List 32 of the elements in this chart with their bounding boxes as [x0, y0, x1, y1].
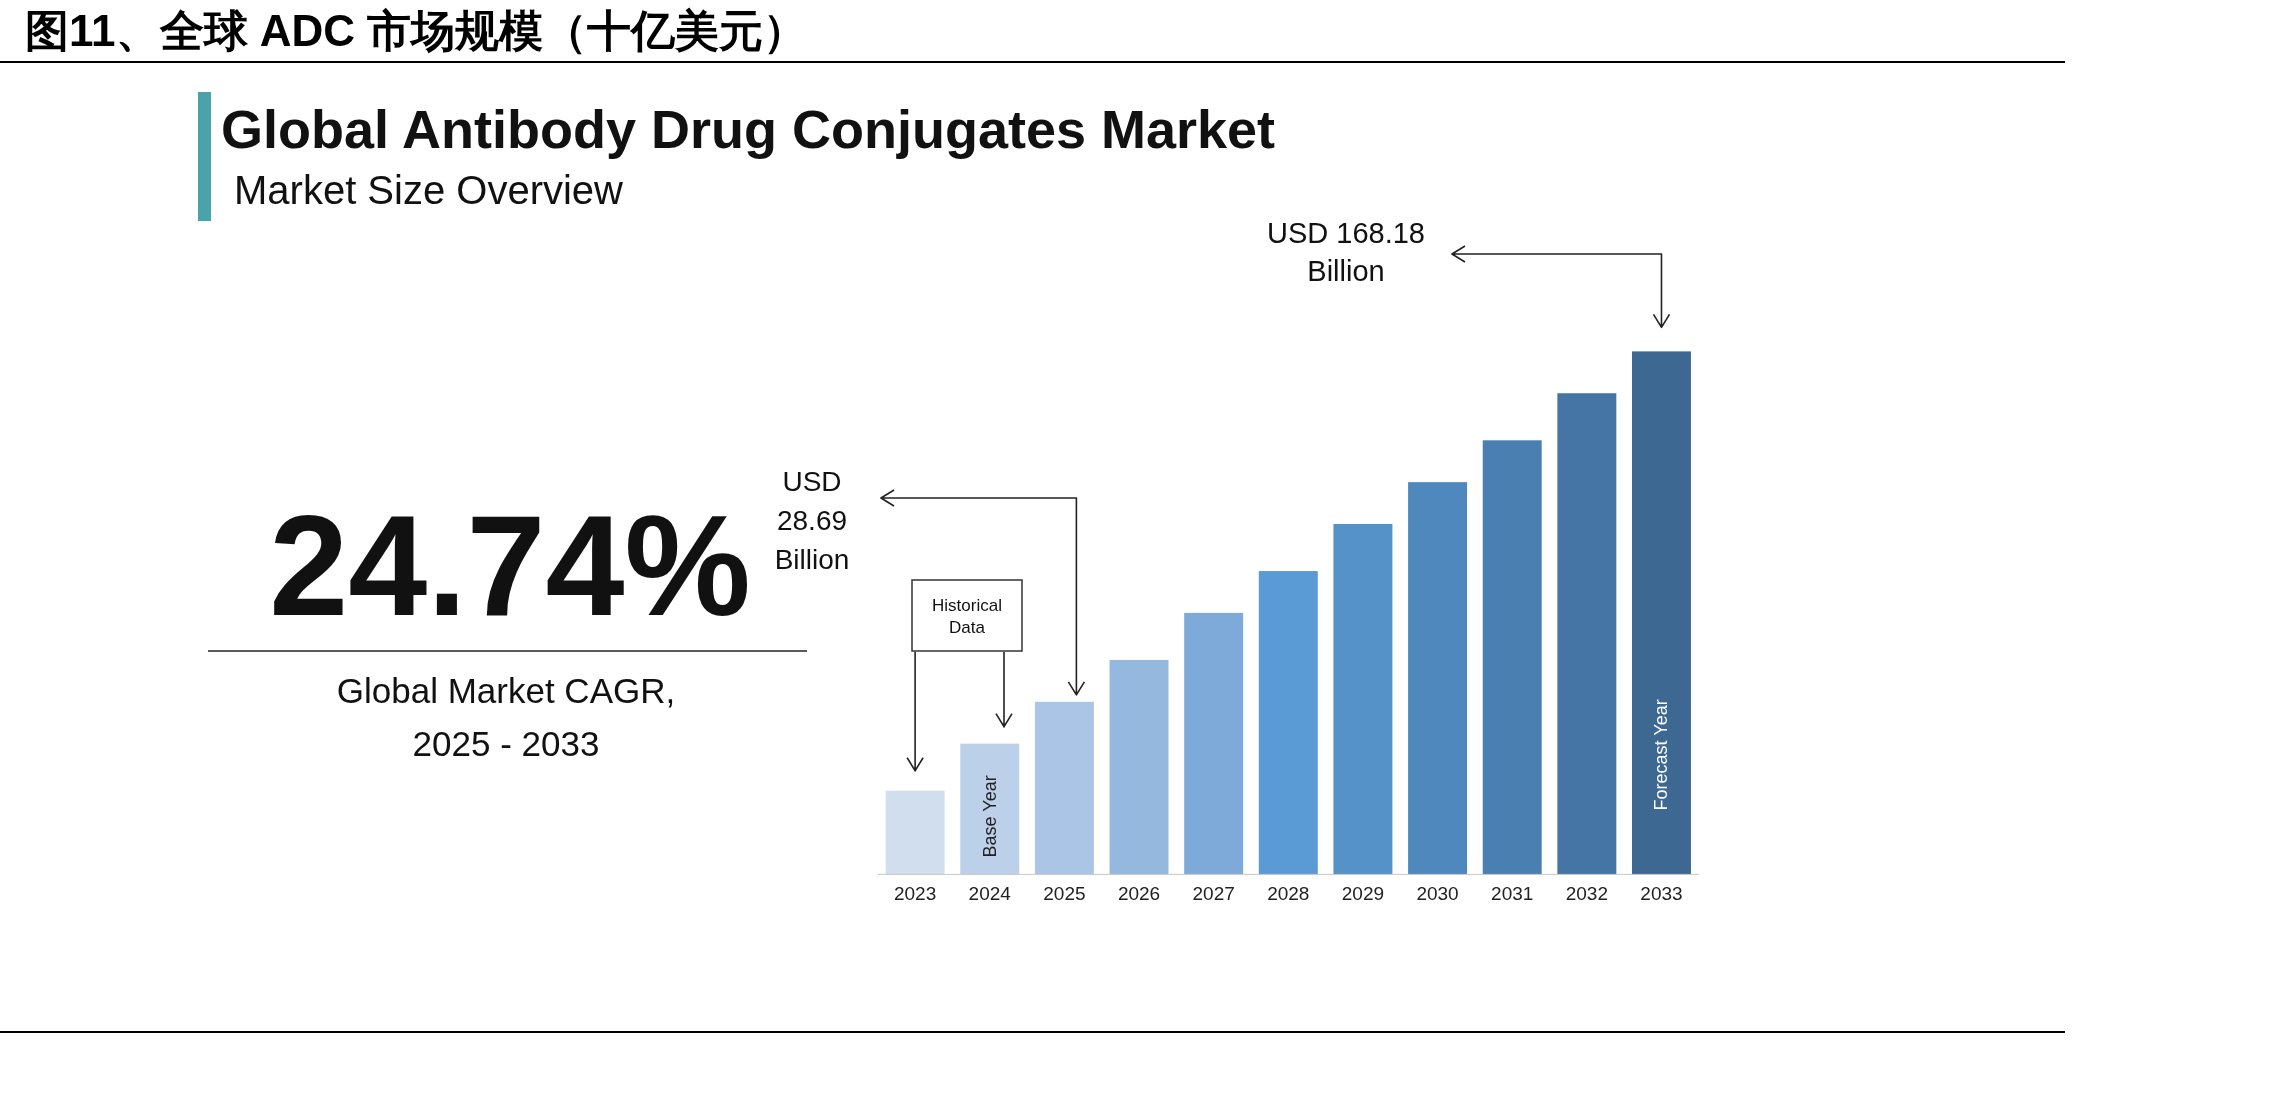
- x-tick-label: 2031: [1491, 883, 1534, 904]
- text: Market Size Overview: [234, 168, 624, 212]
- text: Global Market CAGR, 2025 - 2033: [336, 671, 676, 763]
- bar: [1109, 659, 1169, 875]
- text: 24.74%: [269, 486, 751, 645]
- x-tick-label: 2027: [1192, 883, 1235, 904]
- bar: [1184, 612, 1244, 875]
- x-tick-label: 2029: [1341, 883, 1385, 904]
- bar: [1557, 393, 1617, 875]
- bar: [1482, 440, 1542, 875]
- annotation: Forecast Year: [1651, 699, 1672, 811]
- x-tick-label: 2024: [968, 883, 1012, 904]
- chart-subtitle: Global Antibody Drug Conjugates Market: [221, 99, 1276, 159]
- bar: [1408, 482, 1468, 875]
- bar: [1333, 523, 1393, 875]
- x-tick-label: 2030: [1416, 883, 1459, 904]
- text: USD 168.18 Billion: [1267, 217, 1425, 287]
- x-tick-label: 2033: [1640, 883, 1683, 904]
- bar: [1034, 701, 1094, 875]
- bar: [1632, 351, 1691, 875]
- annotation: Historical Data: [932, 596, 1002, 637]
- bar: [960, 743, 1020, 875]
- x-tick-label: 2025: [1043, 883, 1086, 904]
- x-tick-label: 2032: [1565, 883, 1608, 904]
- annotation: Base Year: [979, 775, 1000, 858]
- text: USD 28.69 Billion: [774, 466, 850, 575]
- x-tick-label: 2028: [1267, 883, 1310, 904]
- bar: [885, 790, 945, 875]
- text: 图11、全球 ADC 市场规模（十亿美元）: [25, 6, 808, 55]
- x-tick-label: 2023: [893, 883, 937, 904]
- bar: [1258, 571, 1318, 875]
- x-tick-label: 2026: [1117, 883, 1161, 904]
